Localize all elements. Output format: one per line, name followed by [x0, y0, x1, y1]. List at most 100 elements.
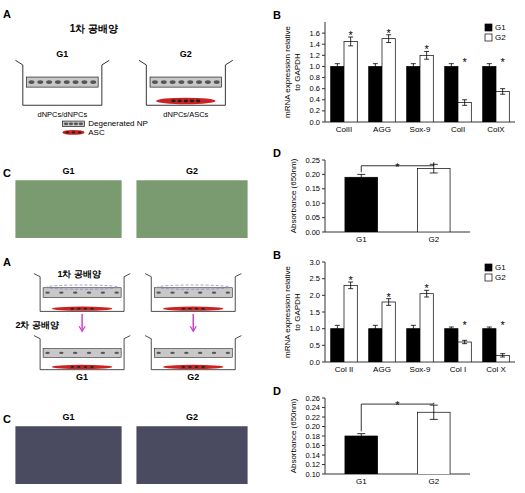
y-tick	[322, 44, 325, 45]
y-tick-label: 0.10	[305, 470, 320, 479]
legend-np-cell	[69, 122, 73, 125]
asc-cell	[184, 100, 188, 103]
y-tick-label: 0.15	[305, 184, 320, 193]
np-cell	[45, 352, 49, 354]
np-cell	[198, 292, 202, 294]
y-tick-label: 0.14	[305, 451, 320, 460]
y-tick-label: 1.2	[310, 51, 320, 60]
bar	[331, 329, 344, 362]
insert	[154, 349, 232, 358]
asc-layer	[163, 365, 223, 369]
significance-star: *	[501, 319, 506, 331]
well-label: G2	[180, 49, 192, 59]
well-label: G1	[56, 49, 68, 59]
np-cell	[59, 352, 63, 354]
asc-cell	[70, 366, 73, 368]
y-tick-label: 1.4	[310, 40, 320, 49]
error-bar	[449, 64, 454, 70]
y-tick	[322, 278, 325, 279]
np-cell	[226, 352, 230, 354]
bar	[345, 177, 378, 232]
asc-cell	[70, 308, 73, 310]
y-axis-line	[325, 160, 326, 232]
y-tick	[322, 33, 325, 34]
asc-cell	[90, 308, 93, 310]
bar	[382, 302, 395, 362]
np-cell	[73, 80, 79, 84]
y-tick-label: 1.5	[310, 308, 320, 317]
asc-layer	[52, 307, 112, 311]
legend-np-cell	[79, 122, 83, 125]
asc-layer	[156, 98, 215, 105]
legend-swatch	[485, 264, 492, 271]
np-cell	[170, 352, 174, 354]
significance-star: *	[349, 29, 354, 41]
error-bar	[411, 64, 416, 70]
bar	[483, 66, 496, 122]
error-bar	[357, 434, 365, 439]
y-tick-label: 2.5	[310, 274, 320, 283]
np-cell	[55, 80, 61, 84]
insert	[27, 77, 99, 87]
y-tick-label: 0.22	[305, 413, 320, 422]
error-bar	[487, 64, 492, 70]
y-tick-label: 0.0	[310, 358, 320, 367]
np-cell	[205, 80, 211, 84]
panel-label: A	[3, 8, 11, 20]
np-cell	[170, 292, 174, 294]
x-tick-label: G1	[356, 235, 367, 244]
bar	[445, 66, 458, 122]
asc-cell	[201, 308, 204, 310]
x-tick-label: Col I	[450, 365, 466, 374]
bar-chart: 0.00.51.01.52.02.53.0mRNA expression rel…	[273, 249, 515, 374]
y-tick-label: 3.0	[310, 258, 320, 267]
y-axis-label-line: mRNA expression relative	[283, 265, 292, 358]
legend-swatch	[485, 34, 492, 41]
legend-insert	[62, 121, 84, 127]
two-stage-diagram: A1차 공배양2차 공배양G1G2	[3, 256, 241, 382]
well-wall	[139, 60, 233, 105]
y-tick-label: 2.0	[310, 291, 320, 300]
np-cell	[73, 352, 77, 354]
bar-chart: 0.100.120.140.160.180.200.220.240.26Abso…	[273, 385, 470, 493]
y-tick	[322, 77, 325, 78]
y-tick	[322, 295, 325, 296]
error-bar	[411, 325, 416, 332]
error-bar	[462, 340, 467, 343]
well-wall	[15, 60, 109, 105]
np-cell	[87, 292, 91, 294]
y-tick	[322, 312, 325, 313]
np-cell	[101, 352, 105, 354]
y-tick	[322, 445, 325, 446]
bar	[345, 436, 378, 474]
asc-cell	[201, 366, 204, 368]
legend-np-cell	[64, 122, 68, 125]
np-cell	[64, 80, 70, 84]
y-axis-label: Absorbance (650nm)	[289, 398, 298, 473]
y-tick-label: 0.16	[305, 441, 320, 450]
insert	[43, 349, 121, 358]
panel-label: C	[3, 413, 11, 425]
legend-np-cell	[74, 122, 78, 125]
np-cell	[198, 352, 202, 354]
y-tick-label: 0.05	[305, 213, 320, 222]
legend-asc-cell	[66, 131, 69, 133]
image-label: G1	[63, 166, 75, 176]
asc-cell	[190, 100, 194, 103]
np-cell	[170, 80, 176, 84]
np-cell	[178, 80, 184, 84]
np-cell	[101, 292, 105, 294]
asc-cell	[84, 366, 87, 368]
asc-cell	[188, 366, 191, 368]
y-tick-label: 0.12	[305, 460, 320, 469]
significance-star: *	[425, 43, 430, 55]
x-tick-label: AGG	[373, 365, 391, 374]
dashed-ellipse	[158, 285, 229, 289]
y-tick	[322, 328, 325, 329]
asc-cell	[195, 366, 198, 368]
x-tick-label: Sox-9	[410, 365, 431, 374]
significance-star: *	[463, 319, 468, 331]
y-tick	[322, 174, 325, 175]
y-tick-label: 0.20	[305, 422, 320, 431]
np-cell	[161, 80, 167, 84]
